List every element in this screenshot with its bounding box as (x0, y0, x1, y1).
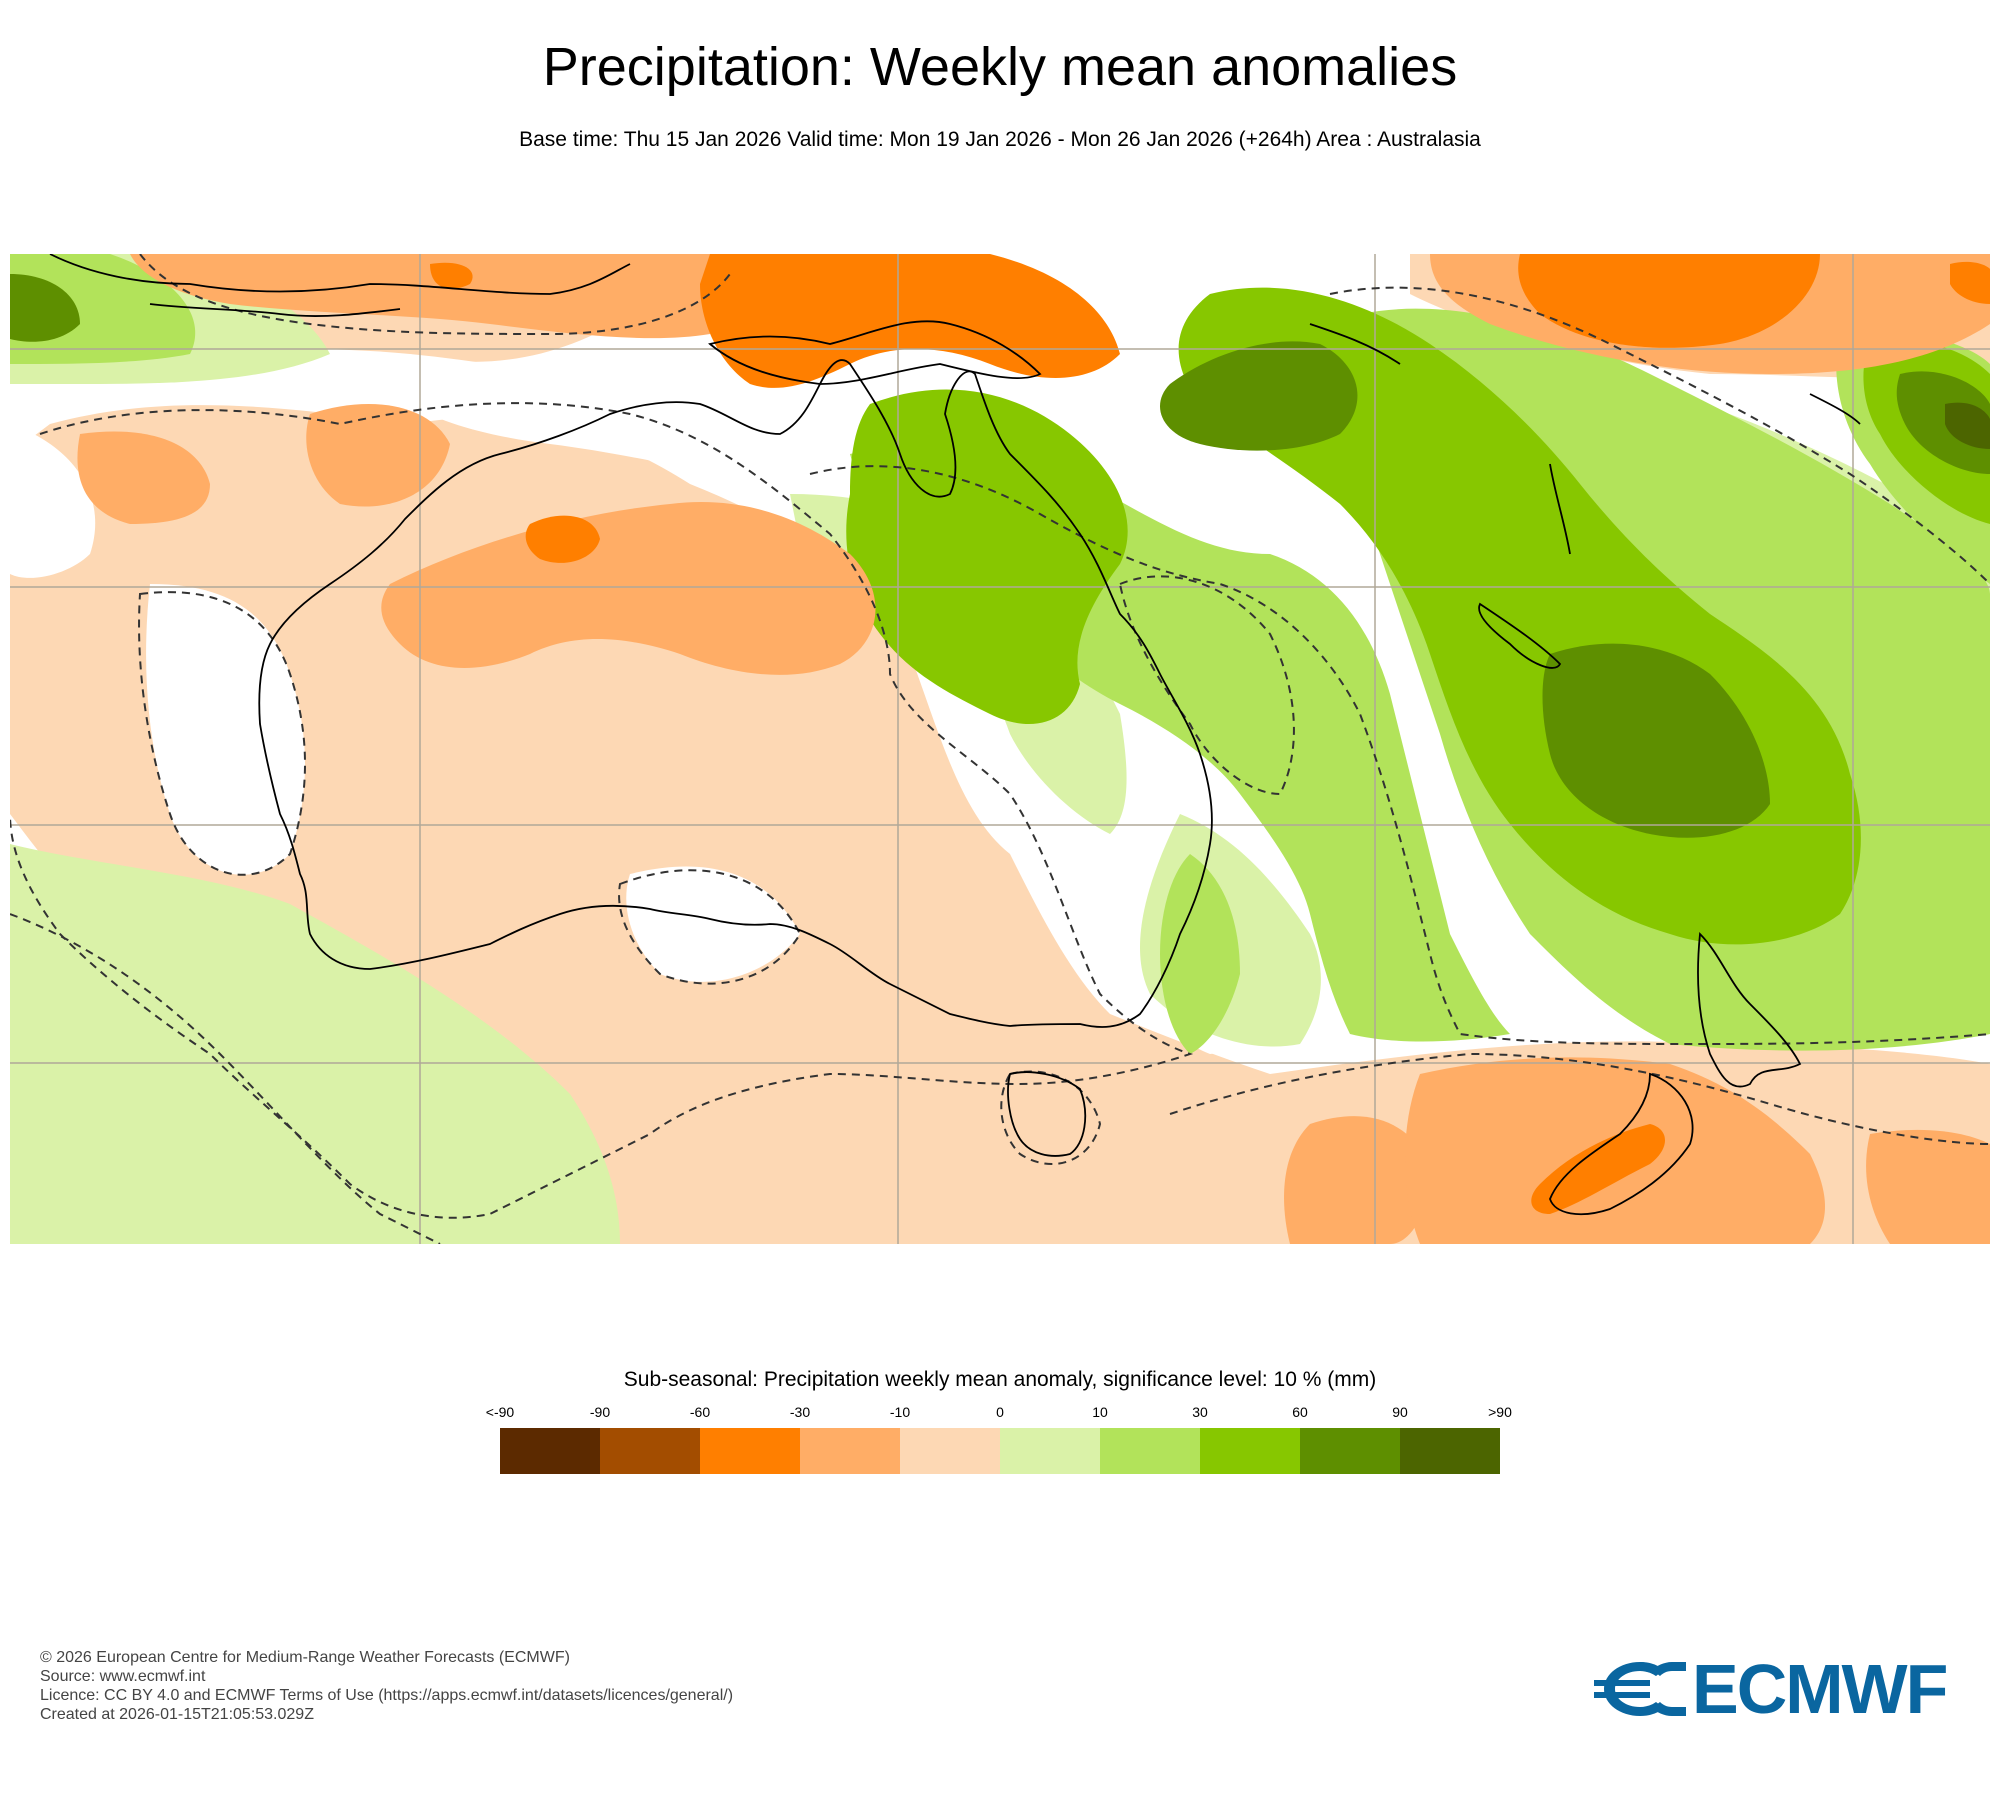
legend-tick-label: -30 (789, 1404, 811, 1420)
legend-ticks: <-90 -90 -60 -30 -10 0 10 30 60 90 >90 (0, 1404, 2000, 1424)
legend-tick-label: <-90 (485, 1404, 515, 1420)
anomaly-region-orange-north-west (430, 262, 473, 289)
coastline-nz-south (1549, 1072, 1694, 1216)
significance-contour-south (1169, 1052, 1990, 1145)
anomaly-region-medium-orange-se (1866, 1129, 1990, 1244)
legend-swatch (800, 1428, 900, 1474)
legend-swatch (1200, 1428, 1300, 1474)
credits-copyright: © 2026 European Centre for Medium-Range … (40, 1649, 570, 1666)
significance-contour-north (139, 254, 731, 336)
anomaly-region-dark-green-north (1160, 341, 1358, 451)
graticule (10, 254, 1990, 1244)
credits-created: Created at 2026-01-15T21:05:53.029Z (40, 1706, 314, 1723)
coastline-new-guinea (708, 320, 1042, 385)
legend-tick-label: >90 (1488, 1404, 1512, 1420)
coastline-solomon (1309, 323, 1401, 365)
legend-swatch (700, 1428, 800, 1474)
legend-tick-label: -10 (889, 1404, 911, 1420)
legend-tick-label: -90 (589, 1404, 611, 1420)
anomaly-region-neutral-nw (10, 424, 96, 578)
legend-tick-label: 60 (1292, 1404, 1308, 1420)
chart-subtitle: Base time: Thu 15 Jan 2026 Valid time: M… (519, 128, 1481, 151)
credits-source: Source: www.ecmwf.int (40, 1668, 206, 1685)
credits: © 2026 European Centre for Medium-Range … (40, 1648, 733, 1724)
significance-contour-gulf (618, 869, 802, 985)
anomaly-region-orange-new-guinea (700, 254, 1120, 388)
legend-swatch (1000, 1428, 1100, 1474)
legend-swatch (600, 1428, 700, 1474)
anomaly-region-medium-orange-kimberley (306, 404, 450, 507)
legend-tick-label: 10 (1092, 1404, 1108, 1420)
significance-contours (10, 254, 1990, 1244)
significance-contour-west (138, 591, 306, 876)
anomaly-region-medium-orange-indian (77, 431, 210, 524)
anomaly-region-orange-nz (1531, 1124, 1665, 1214)
anomaly-region-medium-orange-south (1284, 1116, 1430, 1244)
coastline-australia (258, 359, 1213, 1028)
significance-contour-sw (10, 913, 441, 1244)
significance-contour-australia (10, 402, 1194, 1219)
legend-tick-label: 30 (1192, 1404, 1208, 1420)
anomaly-map-canvas (10, 254, 1990, 1244)
coastline-fiji (1809, 393, 1861, 425)
ecmwf-logo: ECMWF (1590, 1650, 1960, 1728)
legend-swatch (1100, 1428, 1200, 1474)
anomaly-region-dark-green-nw (10, 274, 80, 342)
credits-licence: Licence: CC BY 4.0 and ECMWF Terms of Us… (40, 1687, 734, 1704)
anomaly-region-medium-orange-wa (381, 502, 876, 675)
coastline-new-caledonia (1478, 602, 1562, 669)
anomaly-region-bright-green-queensland (846, 389, 1128, 724)
coastline-indonesia-2 (149, 303, 401, 317)
anomaly-region-medium-green-east-coast (1160, 854, 1240, 1054)
anomaly-region-dark-green-new-caledonia (1542, 643, 1770, 838)
significance-contour-coral-sea (809, 465, 1990, 1045)
legend-title: Sub-seasonal: Precipitation weekly mean … (623, 1368, 1377, 1391)
legend-swatch (1400, 1428, 1500, 1474)
coastlines (49, 254, 1861, 1216)
coastline-tasmania (1007, 1071, 1087, 1157)
coastline-nz-north (1697, 932, 1802, 1088)
coastline-vanuatu (1549, 463, 1571, 555)
anomaly-region-orange-north-east (1518, 254, 1820, 348)
chart-title: Precipitation: Weekly mean anomalies (542, 37, 1458, 97)
anomaly-region-neutral-north-coast (390, 354, 778, 484)
significance-contour-pacific (1329, 286, 1990, 585)
coastline-indonesia (49, 254, 631, 295)
ecmwf-logo-icon (1594, 1662, 1686, 1716)
anomaly-region-neutral-gulf (626, 866, 800, 982)
legend-color-bar (500, 1428, 1500, 1474)
significance-contour-tasmania (1000, 1070, 1102, 1165)
ecmwf-logo-text: ECMWF (1692, 1650, 1948, 1728)
anomaly-region-light-green-sw (10, 844, 620, 1244)
anomaly-region-darkest-green-far-east (1945, 402, 1990, 449)
legend-swatch (1300, 1428, 1400, 1474)
legend-tick-label: 0 (996, 1404, 1004, 1420)
anomaly-region-orange-far-east (1950, 261, 1990, 304)
legend-tick-label: 90 (1392, 1404, 1408, 1420)
legend-swatch (500, 1428, 600, 1474)
legend-swatch (900, 1428, 1000, 1474)
legend-tick-label: -60 (689, 1404, 711, 1420)
anomaly-map (10, 254, 1990, 1244)
anomaly-region-orange-kimberley (525, 515, 600, 563)
anomaly-region-dark-green-far-east (1896, 371, 1990, 474)
